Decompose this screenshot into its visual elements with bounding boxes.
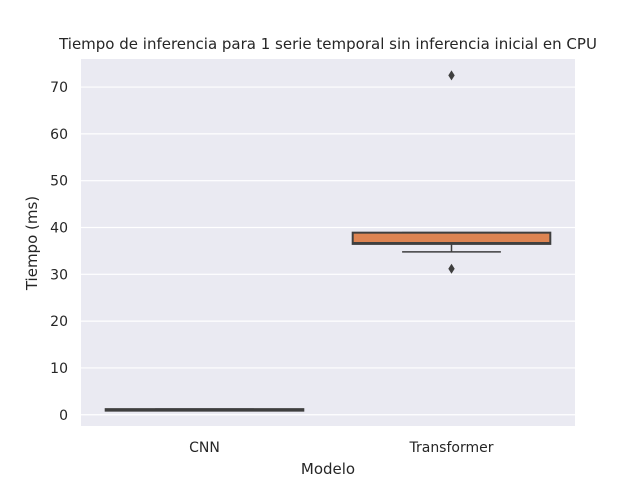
outlier-point	[448, 70, 455, 81]
y-tick-label: 0	[59, 408, 68, 424]
x-tick-labels: CNN Transformer	[189, 440, 494, 456]
box-transformer	[351, 70, 552, 274]
y-tick-label: 40	[50, 221, 68, 237]
chart-title: Tiempo de inferencia para 1 serie tempor…	[58, 35, 597, 53]
x-axis-title: Modelo	[301, 460, 355, 478]
x-tick-label: Transformer	[408, 440, 493, 456]
grid-lines	[81, 86, 575, 416]
y-tick-label: 70	[50, 80, 68, 96]
y-tick-label: 50	[50, 174, 68, 190]
y-tick-label: 60	[50, 127, 68, 143]
y-tick-label: 10	[50, 361, 68, 377]
box-cnn	[104, 408, 305, 412]
y-axis-title: Tiempo (ms)	[23, 196, 41, 291]
outlier-point	[448, 263, 455, 274]
x-tick-label: CNN	[189, 440, 220, 456]
box-series	[104, 70, 552, 412]
y-tick-label: 20	[50, 314, 68, 330]
y-tick-labels: 0 10 20 30 40 50 60 70	[50, 80, 68, 424]
y-tick-label: 30	[50, 267, 68, 283]
